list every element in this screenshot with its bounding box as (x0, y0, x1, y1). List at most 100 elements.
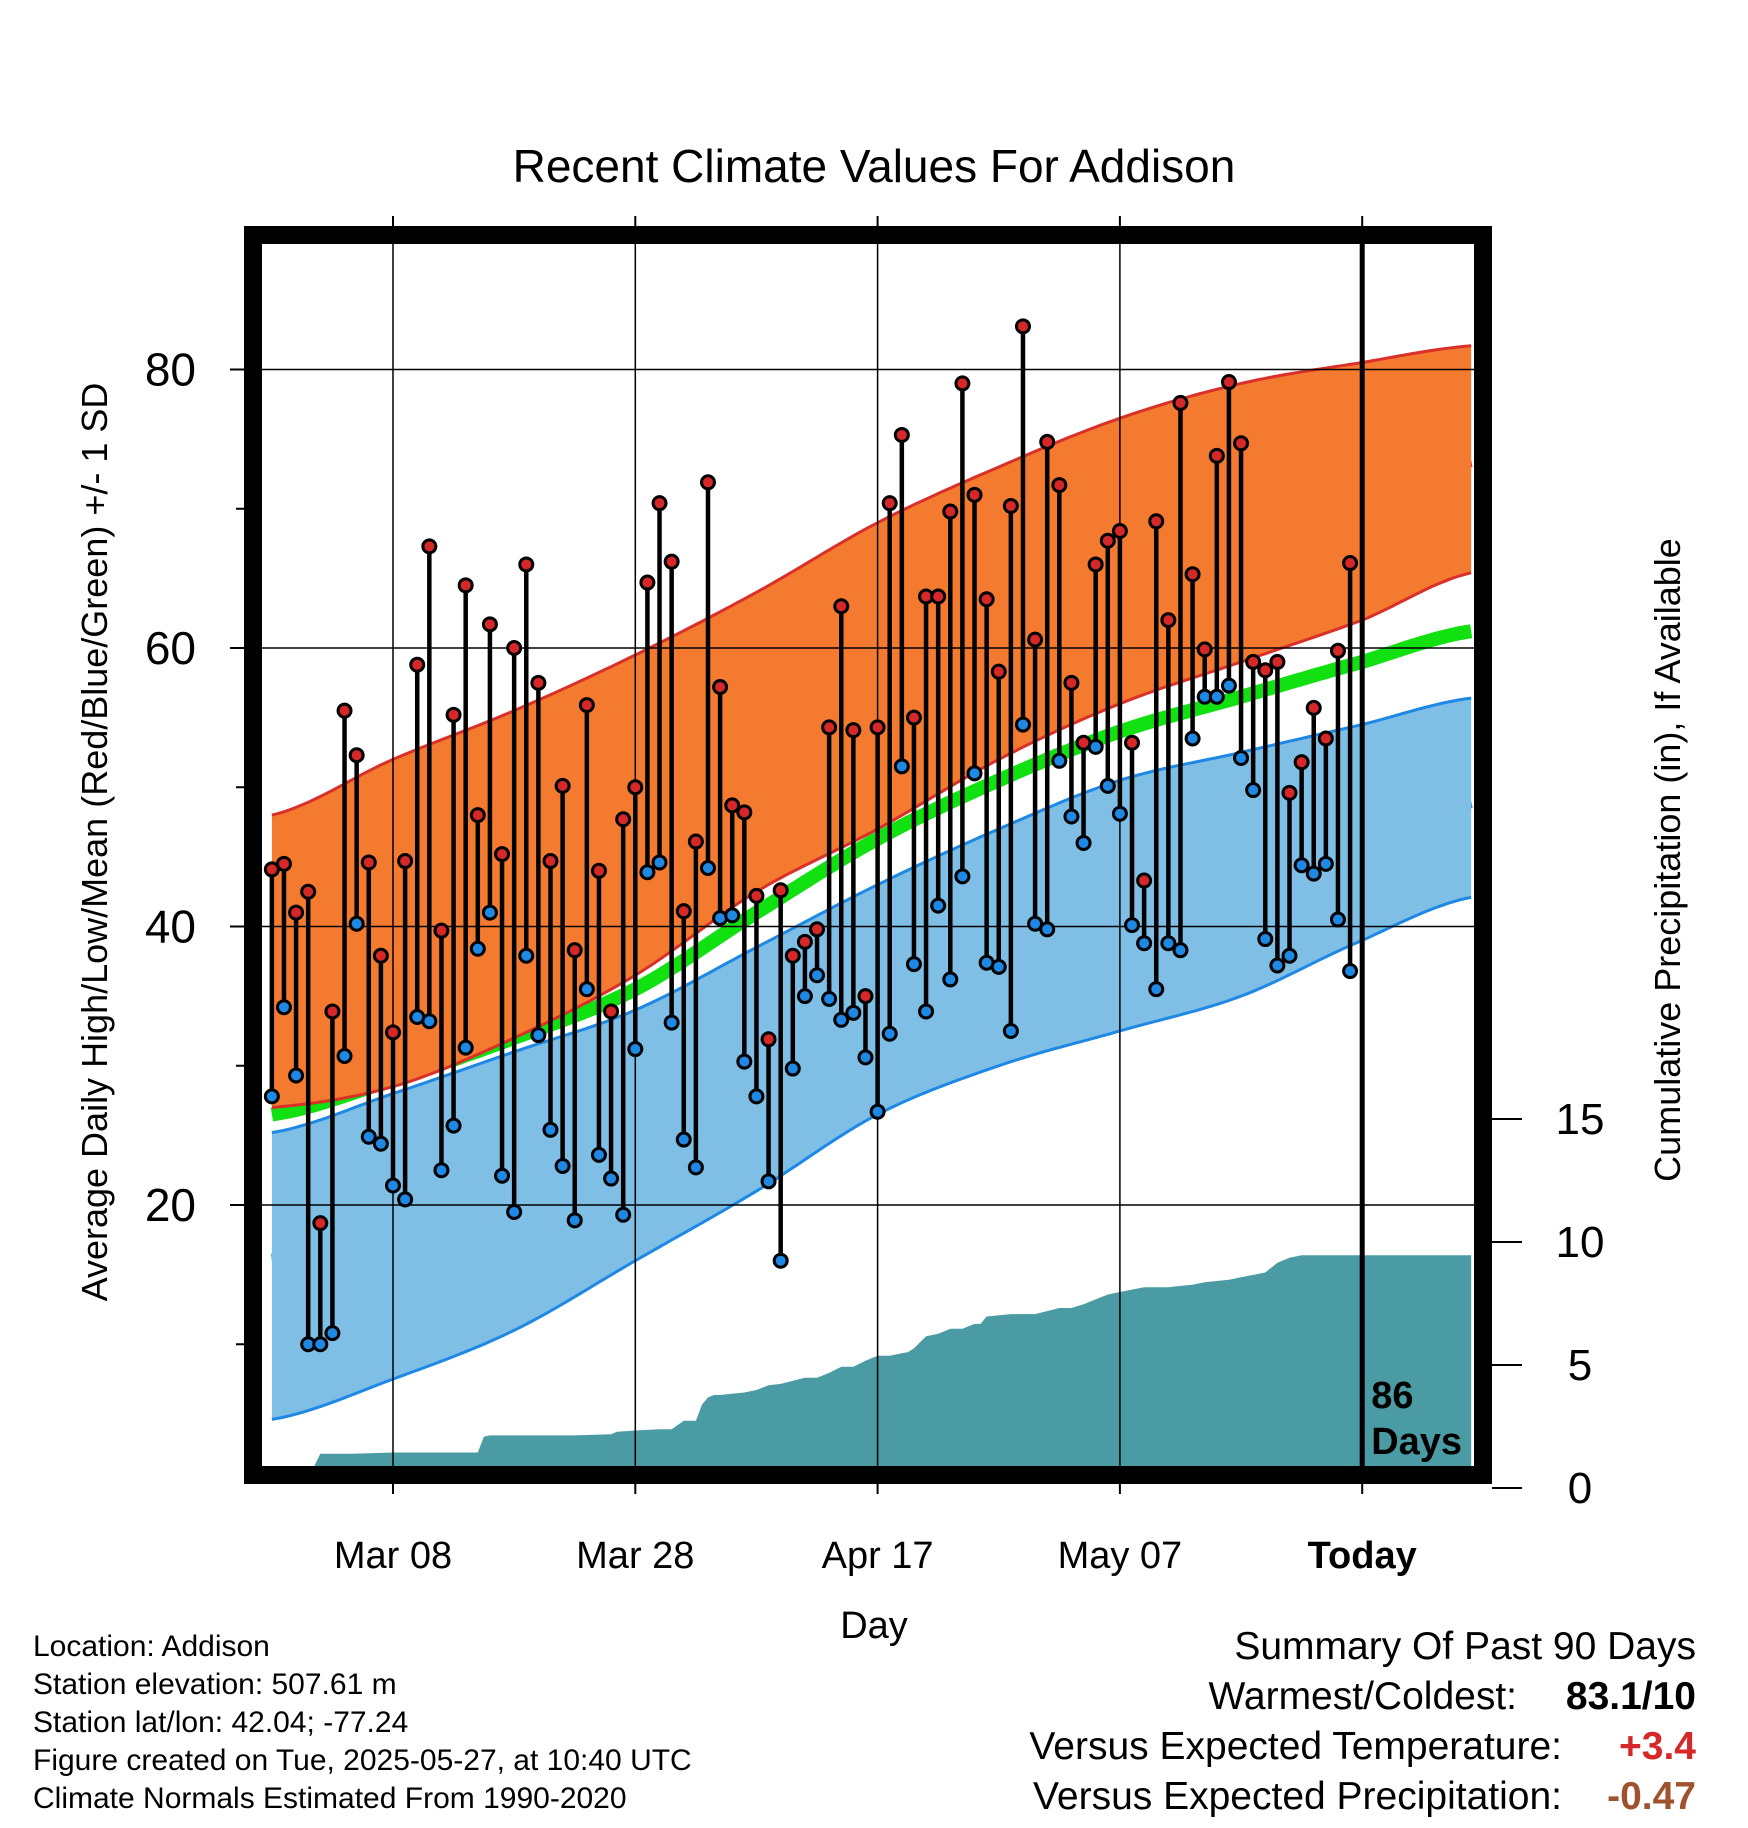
y-axis-label: Average Daily High/Low/Mean (Red/Blue/Gr… (74, 383, 115, 1302)
daily-high-point (1087, 556, 1104, 573)
daily-low-point (1160, 935, 1177, 952)
daily-high-point (784, 947, 801, 964)
daily-low-point (554, 1158, 571, 1175)
daily-low-point (881, 1025, 898, 1042)
y-tick-label: 40 (145, 901, 196, 953)
daily-low-point (748, 1088, 765, 1105)
daily-low-point (1002, 1022, 1019, 1039)
daily-high-point (578, 697, 595, 714)
daily-high-point (1160, 612, 1177, 629)
daily-low-point (687, 1159, 704, 1176)
daily-low-point (869, 1103, 886, 1120)
daily-low-point (457, 1039, 474, 1056)
daily-low-point (445, 1117, 462, 1134)
elevation-text: Station elevation: 507.61 m (33, 1668, 397, 1701)
daily-low-point (1208, 688, 1225, 705)
daily-low-point (1099, 777, 1116, 794)
daily-low-point (433, 1162, 450, 1179)
daily-low-point (1184, 730, 1201, 747)
daily-high-point (445, 706, 462, 723)
daily-high-point (1342, 555, 1359, 572)
created-text: Figure created on Tue, 2025-05-27, at 10… (33, 1744, 692, 1777)
daily-low-point (1269, 957, 1286, 974)
daily-high-point (590, 862, 607, 879)
daily-low-point (1281, 947, 1298, 964)
daily-high-point (554, 777, 571, 794)
daily-high-point (954, 375, 971, 392)
daily-high-point (978, 591, 995, 608)
daily-high-point (421, 538, 438, 555)
y2-tick-label: 0 (1568, 1464, 1592, 1513)
daily-high-point (433, 922, 450, 939)
daily-low-point (397, 1191, 414, 1208)
daily-low-point (1148, 981, 1165, 998)
daily-high-point (712, 678, 729, 695)
x-tick-label: Apr 17 (822, 1535, 934, 1577)
daily-low-point (1305, 865, 1322, 882)
y-tick-label: 60 (145, 622, 196, 674)
daily-high-point (1027, 631, 1044, 648)
daily-low-point (288, 1067, 305, 1084)
daily-high-point (1014, 318, 1031, 335)
daily-high-point (966, 486, 983, 503)
daily-high-point (651, 495, 668, 512)
daily-low-point (772, 1252, 789, 1269)
daily-high-point (1233, 435, 1250, 452)
daily-high-point (566, 942, 583, 959)
y2-tick-label: 10 (1556, 1218, 1605, 1267)
warmest-coldest-row: Warmest/Coldest: 83.1/10 (1029, 1672, 1696, 1722)
daily-low-point (518, 947, 535, 964)
daily-low-point (651, 854, 668, 871)
daily-low-point (905, 956, 922, 973)
daily-high-point (1184, 566, 1201, 583)
temp-departure-value: +3.4 (1619, 1725, 1696, 1768)
y-tick-label: 20 (145, 1179, 196, 1231)
daily-high-point (627, 779, 644, 796)
daily-high-point (1111, 523, 1128, 540)
x-tick-label: Today (1308, 1535, 1417, 1577)
daily-high-point (481, 616, 498, 633)
daily-low-point (1233, 750, 1250, 767)
daily-high-point (469, 807, 486, 824)
normals-text: Climate Normals Estimated From 1990-2020 (33, 1782, 627, 1815)
daily-high-point (1172, 394, 1189, 411)
precip-departure-label: Versus Expected Precipitation: (1033, 1775, 1562, 1818)
daily-low-point (1014, 716, 1031, 733)
summary-title: Summary Of Past 90 Days (1234, 1625, 1696, 1668)
daily-low-point (1075, 834, 1092, 851)
daily-high-point (736, 804, 753, 821)
daily-high-point (397, 853, 414, 870)
daily-low-point (724, 907, 741, 924)
low-sd-band-upper-edge (271, 696, 1472, 1135)
daily-low-point (615, 1206, 632, 1223)
daily-high-point (869, 719, 886, 736)
daily-high-point (360, 854, 377, 871)
station-info: Location: Addison Station elevation: 507… (33, 1628, 692, 1818)
daily-low-point (663, 1014, 680, 1031)
daily-low-point (821, 990, 838, 1007)
days-count-label: 86 (1371, 1375, 1413, 1417)
daily-high-point (930, 588, 947, 605)
daily-low-point (469, 940, 486, 957)
daily-low-point (918, 1003, 935, 1020)
daily-low-point (263, 1088, 280, 1105)
daily-high-point (372, 947, 389, 964)
daily-high-point (288, 904, 305, 921)
daily-low-point (990, 958, 1007, 975)
daily-low-point (336, 1048, 353, 1065)
daily-high-point (772, 882, 789, 899)
daily-low-point (1136, 935, 1153, 952)
daily-low-point (1329, 911, 1346, 928)
high-sd-band-upper-edge (271, 344, 1472, 817)
daily-low-point (1245, 782, 1262, 799)
daily-high-point (1002, 497, 1019, 514)
daily-high-point (1245, 653, 1262, 670)
x-tick-label: May 07 (1058, 1535, 1183, 1577)
daily-high-point (663, 553, 680, 570)
daily-low-point (603, 1170, 620, 1187)
daily-high-point (324, 1003, 341, 1020)
daily-low-point (590, 1146, 607, 1163)
plot-frame (244, 226, 1492, 1484)
daily-high-point (942, 503, 959, 520)
